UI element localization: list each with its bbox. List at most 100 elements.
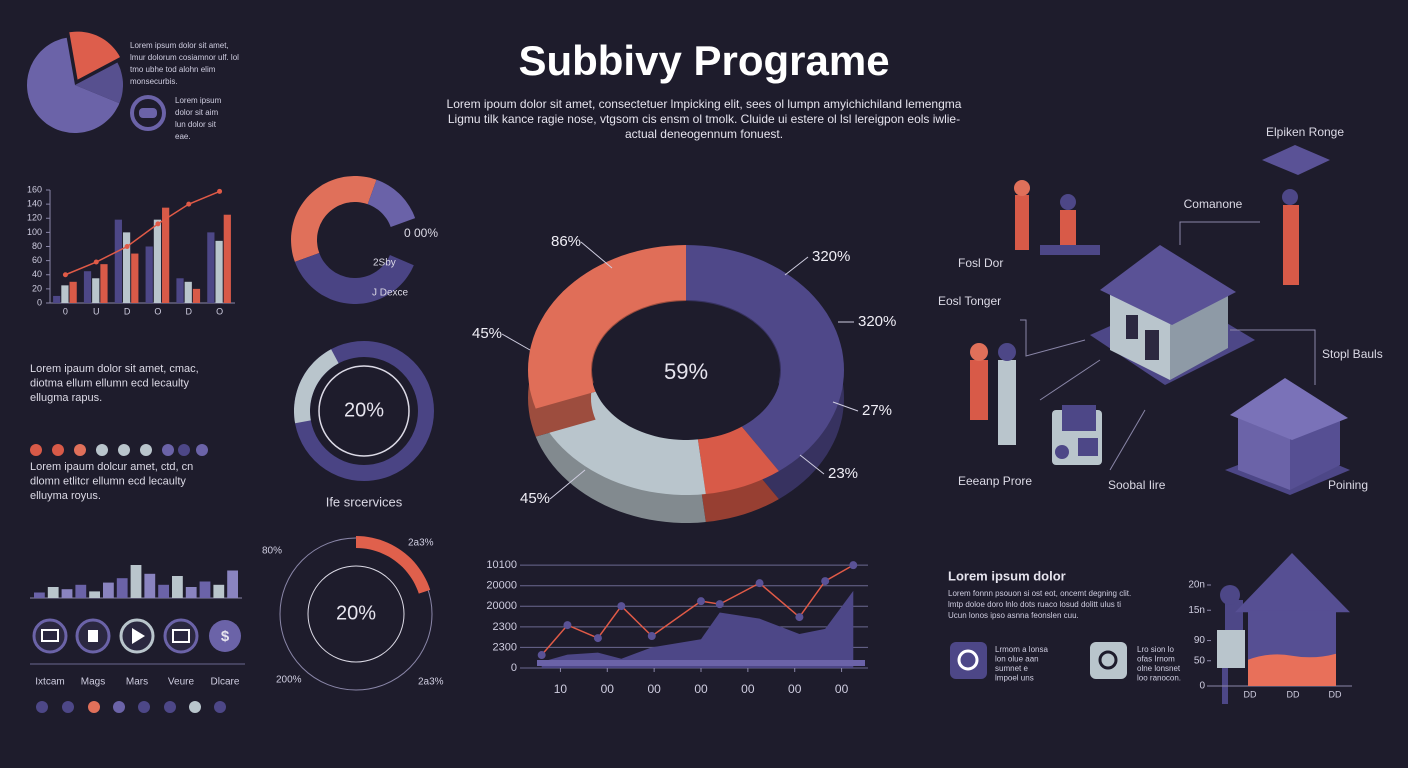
annotation: 27% (862, 402, 892, 419)
x-tick-label: 00 (694, 682, 708, 696)
point (563, 621, 572, 630)
annotation: 320% (812, 248, 850, 265)
leader-line (784, 256, 809, 276)
y-tick-label: 2300 (493, 621, 517, 633)
point (155, 221, 161, 227)
y-tick-label: 90 (1194, 635, 1206, 646)
bar (130, 565, 142, 598)
icon-label: Veure (168, 677, 195, 688)
bar (75, 584, 87, 598)
bar (223, 214, 231, 303)
bar (207, 232, 215, 303)
point (93, 259, 99, 265)
bar (34, 592, 45, 598)
annotation: 2Sby (373, 258, 396, 269)
illustration-label: Comanone (1184, 197, 1243, 211)
point (537, 651, 546, 660)
x-tick-label: U (93, 306, 100, 316)
point (617, 602, 626, 611)
icon-label: Dlcare (211, 677, 240, 688)
bar (213, 584, 225, 598)
bar (145, 246, 153, 303)
paragraph-line: diotma ellum ellumn ecd lecaulty (30, 377, 189, 389)
point (849, 561, 858, 570)
paragraph-line: lun dolor sit (175, 120, 217, 129)
bar (176, 278, 184, 303)
bar (192, 288, 201, 303)
ring-icon (139, 108, 157, 118)
x-tick-label: DD (1287, 689, 1300, 699)
annotation: 0 00% (404, 226, 438, 240)
bar (47, 587, 59, 598)
icon-row: $ (32, 618, 241, 654)
y-tick-label: 2300 (493, 641, 517, 653)
ring-inner (318, 365, 410, 457)
donut-hole (592, 301, 780, 439)
bar (103, 582, 114, 598)
x-tick-label: 00 (788, 682, 802, 696)
icon-label: Mags (81, 677, 105, 688)
x-tick-label: DD (1244, 689, 1257, 699)
paragraph-line: lon olue aan (995, 655, 1039, 664)
annotation: 86% (551, 233, 581, 250)
x-tick-label: DD (1329, 689, 1342, 699)
annotation: 45% (520, 490, 550, 507)
bar (131, 253, 139, 303)
area (541, 590, 854, 668)
bar (144, 573, 156, 598)
paragraph-line: lmtp doloe doro lnlo dots ruaco losud do… (948, 600, 1121, 609)
annotation: 320% (858, 313, 896, 330)
paragraph-line: tmo ubhe tod alohn elim (130, 65, 216, 74)
donut-segment (367, 179, 416, 227)
point (715, 600, 724, 609)
bar (114, 219, 122, 303)
bar (215, 240, 223, 303)
gauge-inner (307, 565, 405, 663)
point (795, 613, 804, 622)
paragraph-line: dolor sit aim (175, 108, 218, 117)
annotation: 23% (828, 465, 858, 482)
y-tick-label: 100 (27, 227, 42, 237)
app-icon (1090, 642, 1127, 679)
paragraph-line: ofas Irnom (1137, 655, 1175, 664)
icon-label: Mars (126, 677, 148, 688)
y-tick-label: 10100 (486, 559, 517, 571)
bar (199, 581, 211, 598)
annotation: 45% (472, 325, 502, 342)
y-tick-label: 160 (27, 184, 42, 194)
icon-label: Ixtcam (35, 677, 64, 688)
value-label: 20% (344, 399, 384, 421)
point (647, 632, 656, 641)
bar (69, 281, 77, 303)
bar (122, 232, 131, 303)
segment-top (528, 245, 686, 409)
block-title: Lorem ipsum dolor (948, 568, 1066, 583)
bar (116, 578, 128, 598)
paragraph-line: ellugma rapus. (30, 392, 102, 404)
paragraph-line: Lro sion lo (1137, 645, 1174, 654)
gauge-value (356, 536, 431, 594)
y-tick-label: 140 (27, 199, 42, 209)
x-tick-label: 00 (741, 682, 755, 696)
segment-top (686, 245, 844, 472)
point (821, 577, 830, 586)
y-tick-label: 40 (32, 269, 42, 279)
paragraph-line: eae. (175, 132, 191, 141)
y-tick-label: 80 (32, 241, 42, 251)
bar (89, 591, 100, 598)
paragraph-line: Lrmom a lonsa (995, 645, 1048, 654)
point (593, 634, 602, 643)
illustration (970, 145, 1350, 704)
ring-icon (130, 95, 166, 131)
leader-line (501, 333, 531, 351)
y-tick-label: 120 (27, 213, 42, 223)
subtitle: actual deneogennum fonuest. (625, 127, 783, 141)
axis-bar (537, 660, 865, 666)
pie-slice (69, 31, 120, 80)
bar (61, 285, 69, 303)
illustration-label: Fosl Dor (958, 256, 1003, 270)
annotation: J Dexce (372, 288, 409, 299)
ring-value (294, 349, 339, 424)
